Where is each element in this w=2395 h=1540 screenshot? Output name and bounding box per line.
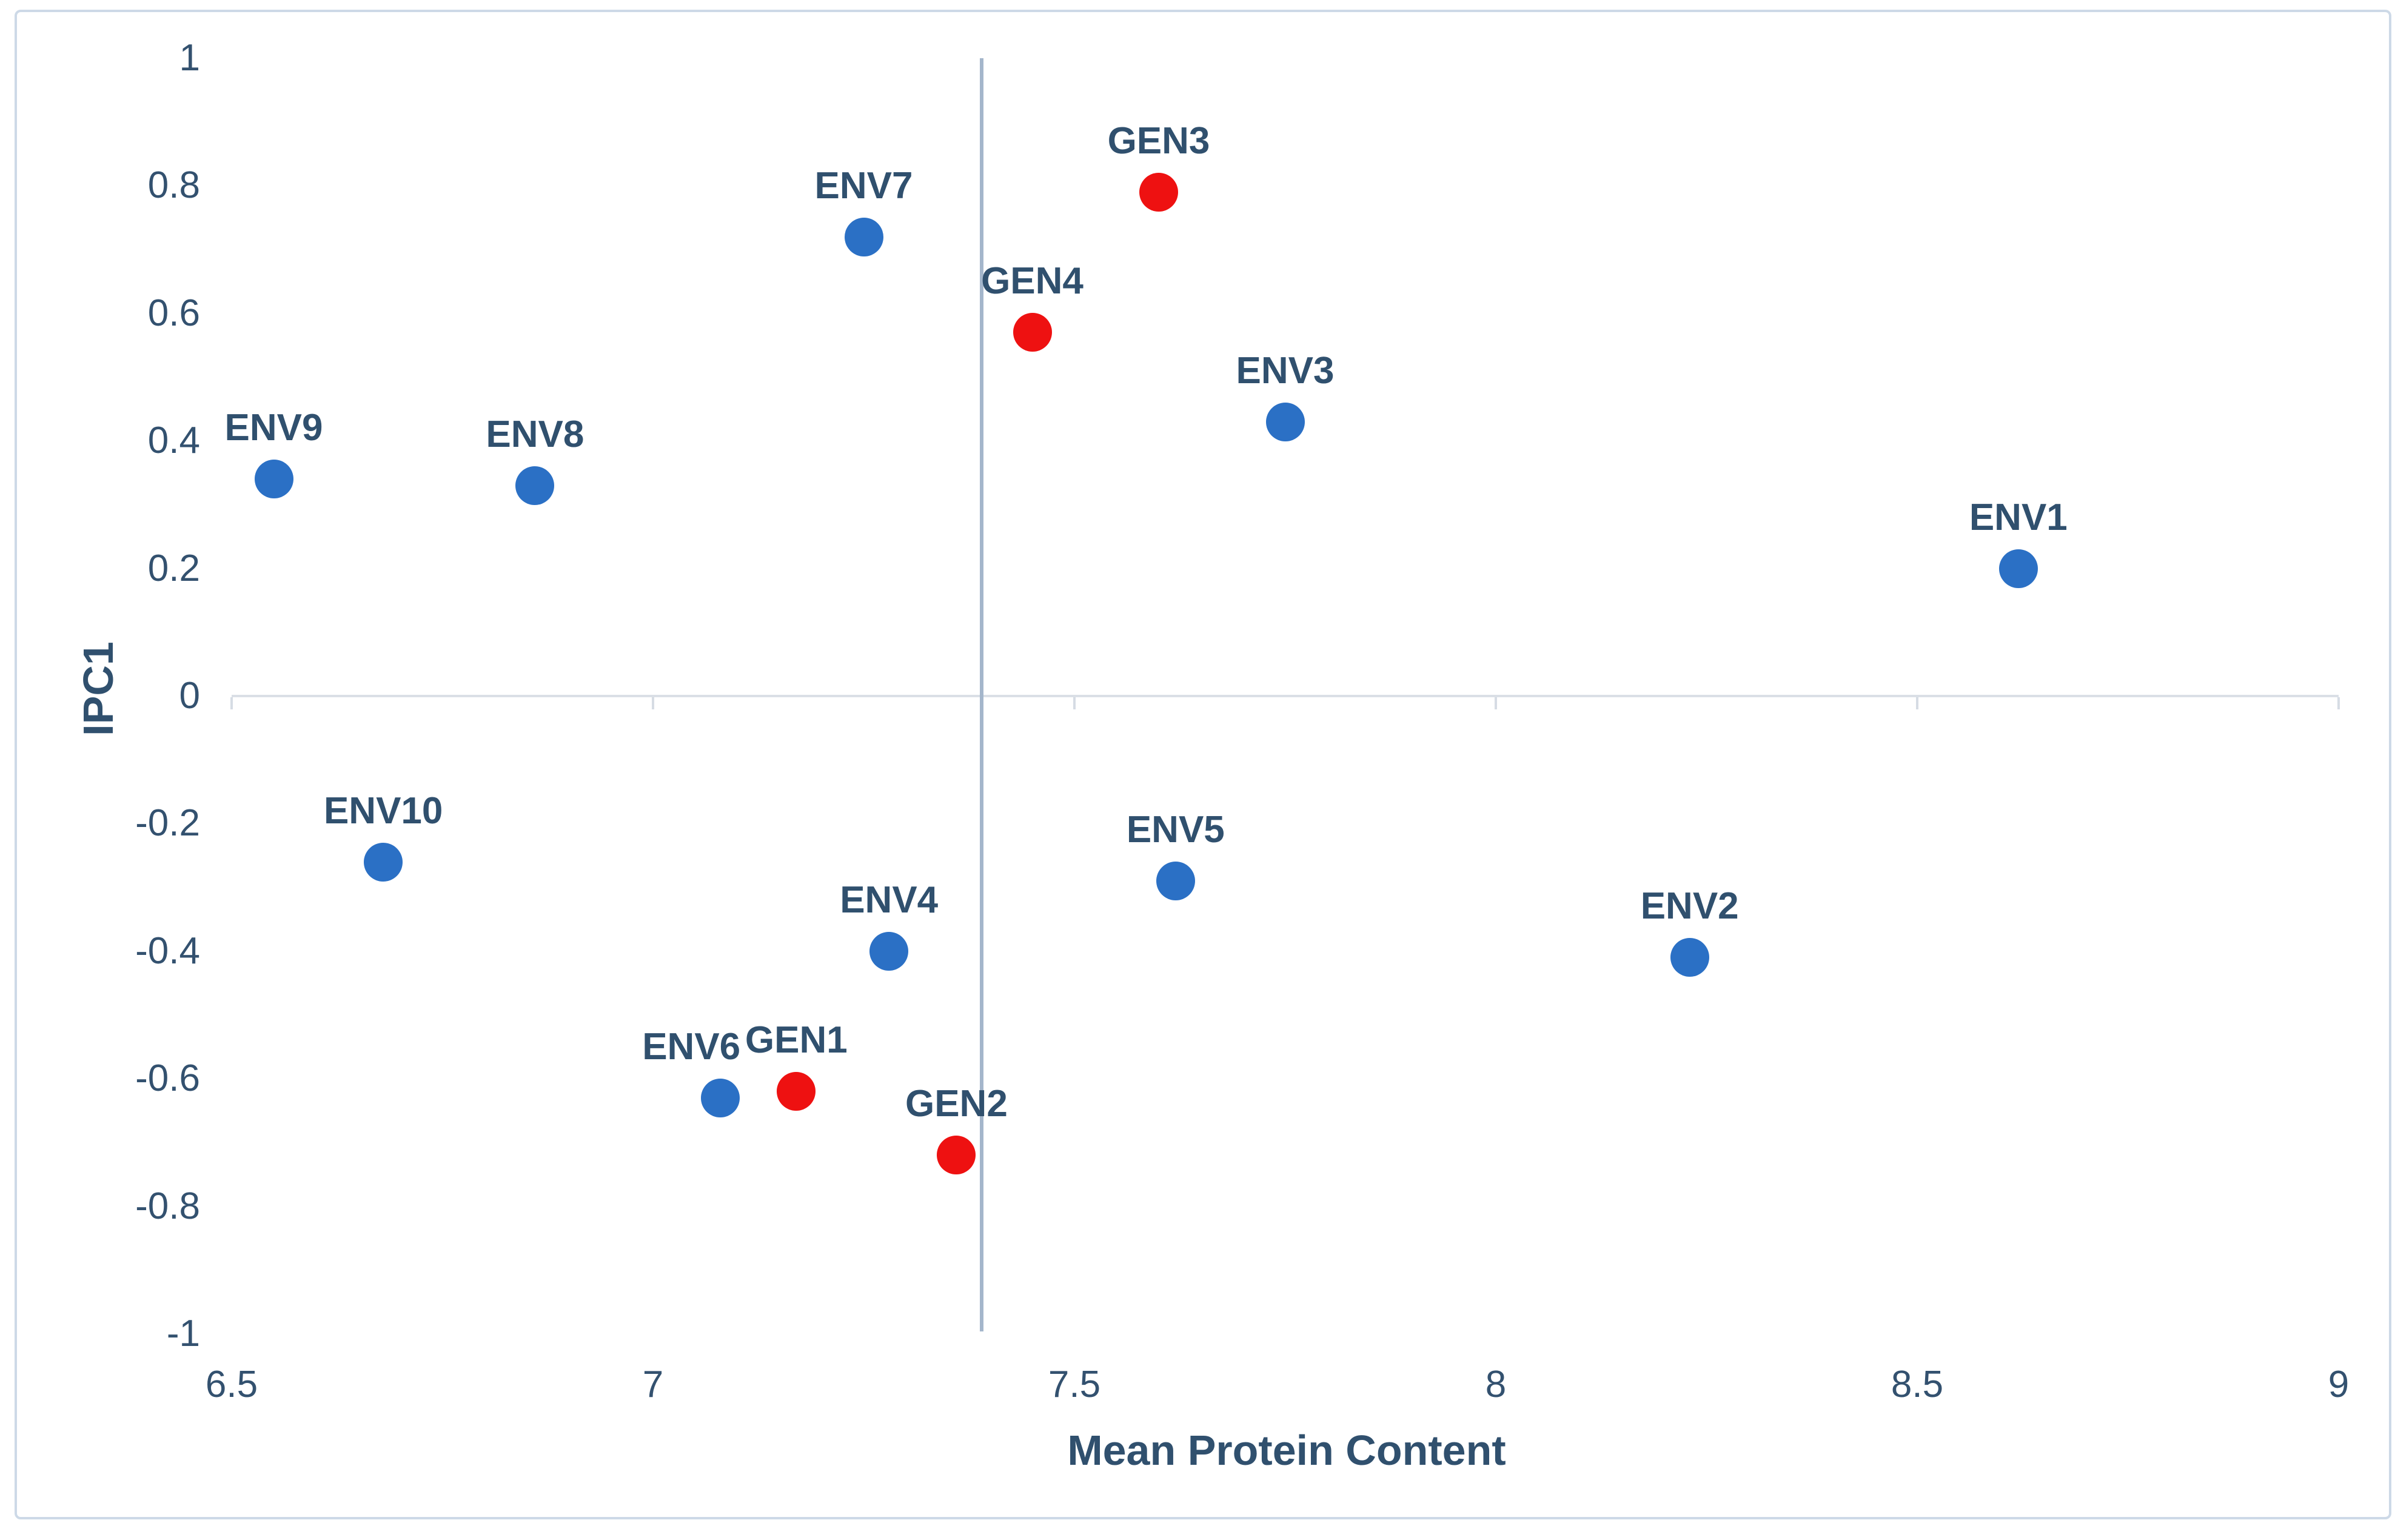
y-tick-label: -0.2 (135, 802, 200, 845)
x-tick-label: 7.5 (1048, 1364, 1101, 1405)
data-point-GEN1 (777, 1072, 816, 1111)
data-point-label-GEN3: GEN3 (1107, 119, 1210, 162)
data-point-ENV9 (254, 460, 293, 499)
data-point-GEN4 (1013, 313, 1052, 352)
data-point-label-ENV3: ENV3 (1236, 349, 1335, 392)
data-point-ENV5 (1156, 862, 1195, 901)
y-tick-label: -1 (166, 1313, 200, 1354)
data-point-label-ENV7: ENV7 (814, 164, 913, 207)
y-tick-label: 0 (179, 675, 200, 717)
y-tick-label: 0.4 (147, 420, 200, 462)
data-point-label-GEN2: GEN2 (905, 1083, 1008, 1125)
x-axis-line (232, 695, 2339, 697)
data-point-ENV1 (1998, 549, 2038, 588)
data-point-label-ENV5: ENV5 (1126, 809, 1225, 851)
x-axis-tick (1073, 697, 1076, 709)
data-point-label-ENV4: ENV4 (840, 879, 939, 921)
y-tick-label: -0.4 (135, 929, 200, 972)
data-point-GEN2 (937, 1136, 976, 1175)
data-point-ENV3 (1265, 402, 1305, 441)
x-tick-label: 7 (642, 1364, 664, 1405)
data-point-label-GEN4: GEN4 (981, 260, 1084, 303)
x-axis-tick (1916, 697, 1918, 709)
x-axis-tick (230, 697, 233, 709)
data-point-ENV2 (1670, 938, 1709, 977)
data-point-label-ENV2: ENV2 (1640, 885, 1739, 928)
data-point-ENV7 (844, 217, 883, 256)
x-axis-tick (1495, 697, 1497, 709)
y-tick-label: -0.6 (135, 1057, 200, 1100)
x-axis-title: Mean Protein Content (1067, 1427, 1506, 1474)
data-point-GEN3 (1139, 172, 1178, 212)
y-tick-label: -0.8 (135, 1185, 200, 1227)
x-tick-label: 6.5 (205, 1364, 258, 1405)
data-point-ENV10 (364, 842, 403, 882)
x-tick-label: 8 (1485, 1364, 1507, 1405)
data-point-label-ENV1: ENV1 (1969, 496, 2068, 538)
x-axis-tick (652, 697, 654, 709)
data-point-ENV6 (701, 1078, 740, 1117)
y-tick-label: 0.6 (147, 292, 200, 334)
data-point-ENV8 (515, 466, 555, 505)
y-tick-label: 0.2 (147, 547, 200, 589)
data-point-label-ENV9: ENV9 (224, 407, 323, 449)
y-tick-label: 0.8 (147, 164, 200, 207)
data-point-label-ENV6: ENV6 (642, 1025, 741, 1068)
x-tick-label: 8.5 (1891, 1364, 1944, 1405)
chart-border (15, 10, 2391, 1519)
data-point-label-GEN1: GEN1 (745, 1019, 848, 1062)
y-tick-label: 1 (179, 37, 200, 79)
vertical-reference-line (980, 58, 984, 1331)
data-point-ENV4 (869, 931, 909, 971)
x-tick-label: 9 (2328, 1364, 2350, 1405)
x-axis-tick (2337, 697, 2340, 709)
data-point-label-ENV8: ENV8 (486, 413, 585, 455)
data-point-label-ENV10: ENV10 (323, 789, 443, 832)
